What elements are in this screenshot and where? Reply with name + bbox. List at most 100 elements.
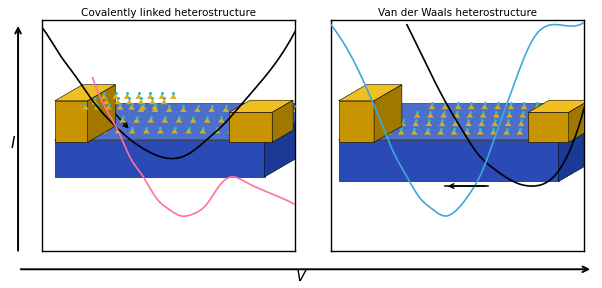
Polygon shape (176, 118, 182, 123)
Polygon shape (88, 85, 116, 142)
Polygon shape (94, 105, 101, 110)
Polygon shape (427, 113, 433, 118)
Polygon shape (128, 105, 135, 110)
Polygon shape (543, 130, 550, 134)
Polygon shape (170, 94, 176, 99)
Polygon shape (569, 100, 589, 142)
Polygon shape (112, 94, 119, 99)
Polygon shape (55, 104, 327, 140)
Polygon shape (149, 99, 156, 104)
Text: I: I (11, 137, 16, 151)
Polygon shape (492, 121, 498, 126)
Polygon shape (530, 130, 536, 134)
Polygon shape (208, 107, 215, 112)
Polygon shape (571, 121, 577, 126)
Polygon shape (385, 130, 391, 134)
Polygon shape (503, 130, 510, 134)
Polygon shape (529, 100, 589, 112)
Polygon shape (256, 128, 262, 133)
Polygon shape (126, 99, 132, 104)
Polygon shape (158, 94, 165, 99)
Polygon shape (138, 107, 144, 112)
Polygon shape (242, 128, 249, 133)
Polygon shape (493, 113, 500, 118)
Polygon shape (199, 128, 206, 133)
Polygon shape (172, 128, 178, 133)
Polygon shape (452, 121, 459, 126)
Text: V: V (296, 269, 306, 284)
Polygon shape (529, 112, 569, 142)
Polygon shape (398, 130, 405, 134)
Polygon shape (82, 105, 88, 110)
Polygon shape (451, 130, 457, 134)
Polygon shape (507, 104, 514, 109)
Polygon shape (140, 105, 146, 110)
Polygon shape (414, 113, 420, 118)
Polygon shape (574, 104, 580, 109)
Title: Van der Waals heterostructure: Van der Waals heterostructure (378, 8, 537, 18)
Polygon shape (129, 128, 135, 133)
Polygon shape (547, 104, 554, 109)
Polygon shape (585, 113, 592, 118)
Polygon shape (453, 113, 460, 118)
Polygon shape (339, 85, 402, 101)
Polygon shape (114, 99, 121, 104)
Polygon shape (481, 104, 488, 109)
Polygon shape (166, 107, 173, 112)
Polygon shape (426, 121, 432, 126)
Polygon shape (504, 121, 511, 126)
Polygon shape (55, 101, 88, 142)
Polygon shape (533, 113, 539, 118)
Polygon shape (101, 128, 107, 133)
Polygon shape (232, 118, 239, 123)
Polygon shape (161, 118, 168, 123)
Polygon shape (442, 104, 448, 109)
Polygon shape (229, 100, 293, 112)
Polygon shape (438, 130, 444, 134)
Polygon shape (92, 99, 98, 104)
Title: Covalently linked heterostructure: Covalently linked heterostructure (81, 8, 256, 18)
Polygon shape (272, 100, 293, 142)
Polygon shape (557, 121, 564, 126)
Polygon shape (517, 130, 523, 134)
Polygon shape (119, 118, 126, 123)
Polygon shape (339, 101, 374, 142)
Polygon shape (467, 113, 473, 118)
Polygon shape (455, 104, 462, 109)
Polygon shape (600, 104, 602, 109)
Polygon shape (465, 121, 472, 126)
Polygon shape (275, 118, 281, 123)
Polygon shape (135, 94, 142, 99)
Polygon shape (147, 94, 154, 99)
Polygon shape (440, 113, 447, 118)
Polygon shape (374, 85, 402, 142)
Polygon shape (117, 105, 123, 110)
Polygon shape (161, 99, 167, 104)
Polygon shape (534, 104, 541, 109)
Polygon shape (152, 105, 158, 110)
Polygon shape (339, 104, 602, 140)
Polygon shape (180, 107, 187, 112)
Polygon shape (521, 104, 527, 109)
Polygon shape (124, 94, 131, 99)
Polygon shape (265, 107, 272, 112)
Polygon shape (399, 121, 406, 126)
Polygon shape (412, 121, 419, 126)
Polygon shape (194, 107, 201, 112)
Polygon shape (293, 107, 300, 112)
Polygon shape (143, 128, 150, 133)
Polygon shape (424, 130, 431, 134)
Polygon shape (55, 85, 116, 101)
Polygon shape (480, 113, 486, 118)
Polygon shape (229, 112, 272, 142)
Polygon shape (560, 104, 567, 109)
Polygon shape (559, 104, 602, 181)
Polygon shape (411, 130, 418, 134)
Polygon shape (559, 113, 565, 118)
Polygon shape (138, 99, 144, 104)
Polygon shape (546, 113, 552, 118)
Polygon shape (477, 130, 483, 134)
Polygon shape (506, 113, 513, 118)
Polygon shape (55, 140, 265, 177)
Polygon shape (101, 94, 107, 99)
